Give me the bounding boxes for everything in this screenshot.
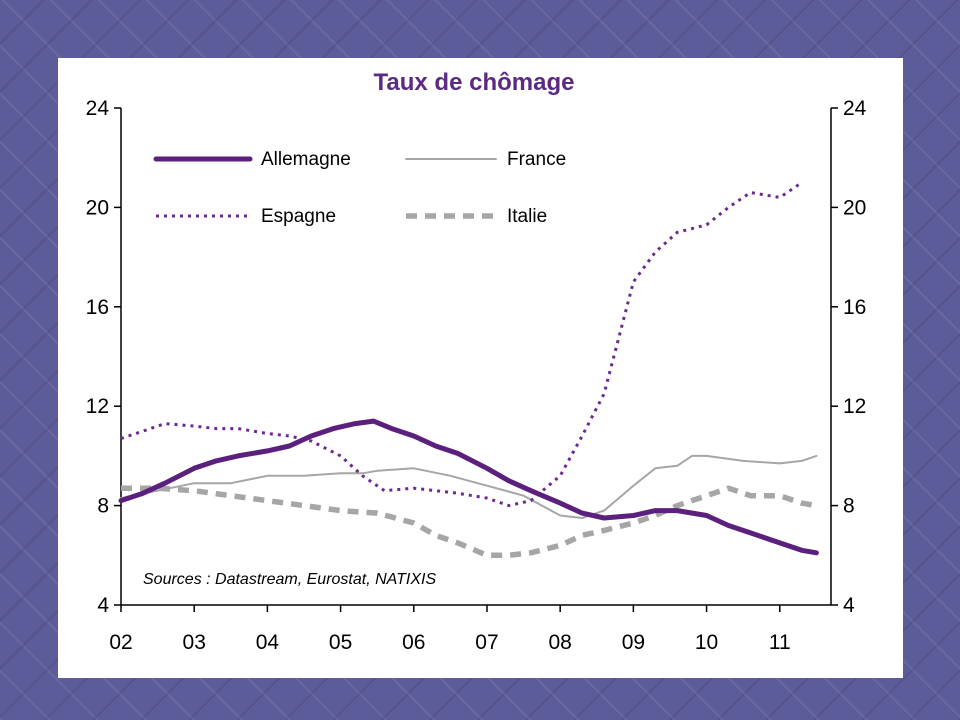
left-y-tick-label: 20 bbox=[86, 196, 109, 219]
x-tick-group: 02 03 04 05 06 07 08 09 10 11 bbox=[109, 605, 791, 654]
legend: Allemagne France Espagne Italie bbox=[153, 149, 566, 227]
x-tick-label: 06 bbox=[402, 631, 425, 654]
x-tick-label: 05 bbox=[329, 631, 352, 654]
x-tick-label: 07 bbox=[475, 631, 498, 654]
series-line-espagne bbox=[120, 181, 803, 508]
legend-label-allemagne: Allemagne bbox=[261, 149, 351, 170]
x-tick-label: 02 bbox=[109, 631, 132, 654]
right-y-tick-label: 16 bbox=[843, 296, 866, 319]
x-tick-label: 03 bbox=[183, 631, 206, 654]
left-y-tick-label: 24 bbox=[86, 97, 110, 120]
left-y-tick-label: 8 bbox=[97, 495, 109, 518]
source-note: Sources : Datastream, Eurostat, NATIXIS bbox=[143, 571, 436, 588]
chart-title: Taux de chômage bbox=[374, 69, 575, 96]
left-y-tick-label: 16 bbox=[86, 296, 109, 319]
legend-label-italie: Italie bbox=[507, 206, 547, 227]
x-tick-label: 11 bbox=[769, 631, 791, 654]
right-y-tick-label: 20 bbox=[843, 196, 866, 219]
unemployment-chart: Taux de chômage 4 8 12 16 20 24 4 8 12 16 20 24 02… bbox=[86, 69, 867, 654]
x-tick-label: 08 bbox=[548, 631, 571, 654]
x-tick-label: 09 bbox=[622, 631, 645, 654]
left-y-tick-group: 4 8 12 16 20 24 bbox=[86, 97, 121, 617]
right-y-tick-label: 4 bbox=[843, 594, 855, 617]
series-line-italie bbox=[121, 485, 817, 559]
legend-label-espagne: Espagne bbox=[261, 206, 336, 227]
left-y-tick-label: 4 bbox=[97, 594, 109, 617]
x-tick-label: 04 bbox=[256, 631, 280, 654]
right-y-tick-label: 24 bbox=[843, 97, 867, 120]
right-y-tick-label: 8 bbox=[843, 495, 855, 518]
legend-label-france: France bbox=[507, 149, 566, 170]
chart-panel: Taux de chômage 4 8 12 16 20 24 4 8 12 16 20 24 02… bbox=[58, 58, 903, 678]
series-group bbox=[118, 181, 819, 559]
right-y-tick-label: 12 bbox=[843, 395, 866, 418]
left-y-tick-label: 12 bbox=[86, 395, 109, 418]
series-line-allemagne bbox=[118, 418, 819, 556]
right-y-tick-group: 4 8 12 16 20 24 bbox=[831, 97, 867, 617]
x-tick-label: 10 bbox=[695, 631, 718, 654]
series-line-france bbox=[120, 454, 818, 519]
